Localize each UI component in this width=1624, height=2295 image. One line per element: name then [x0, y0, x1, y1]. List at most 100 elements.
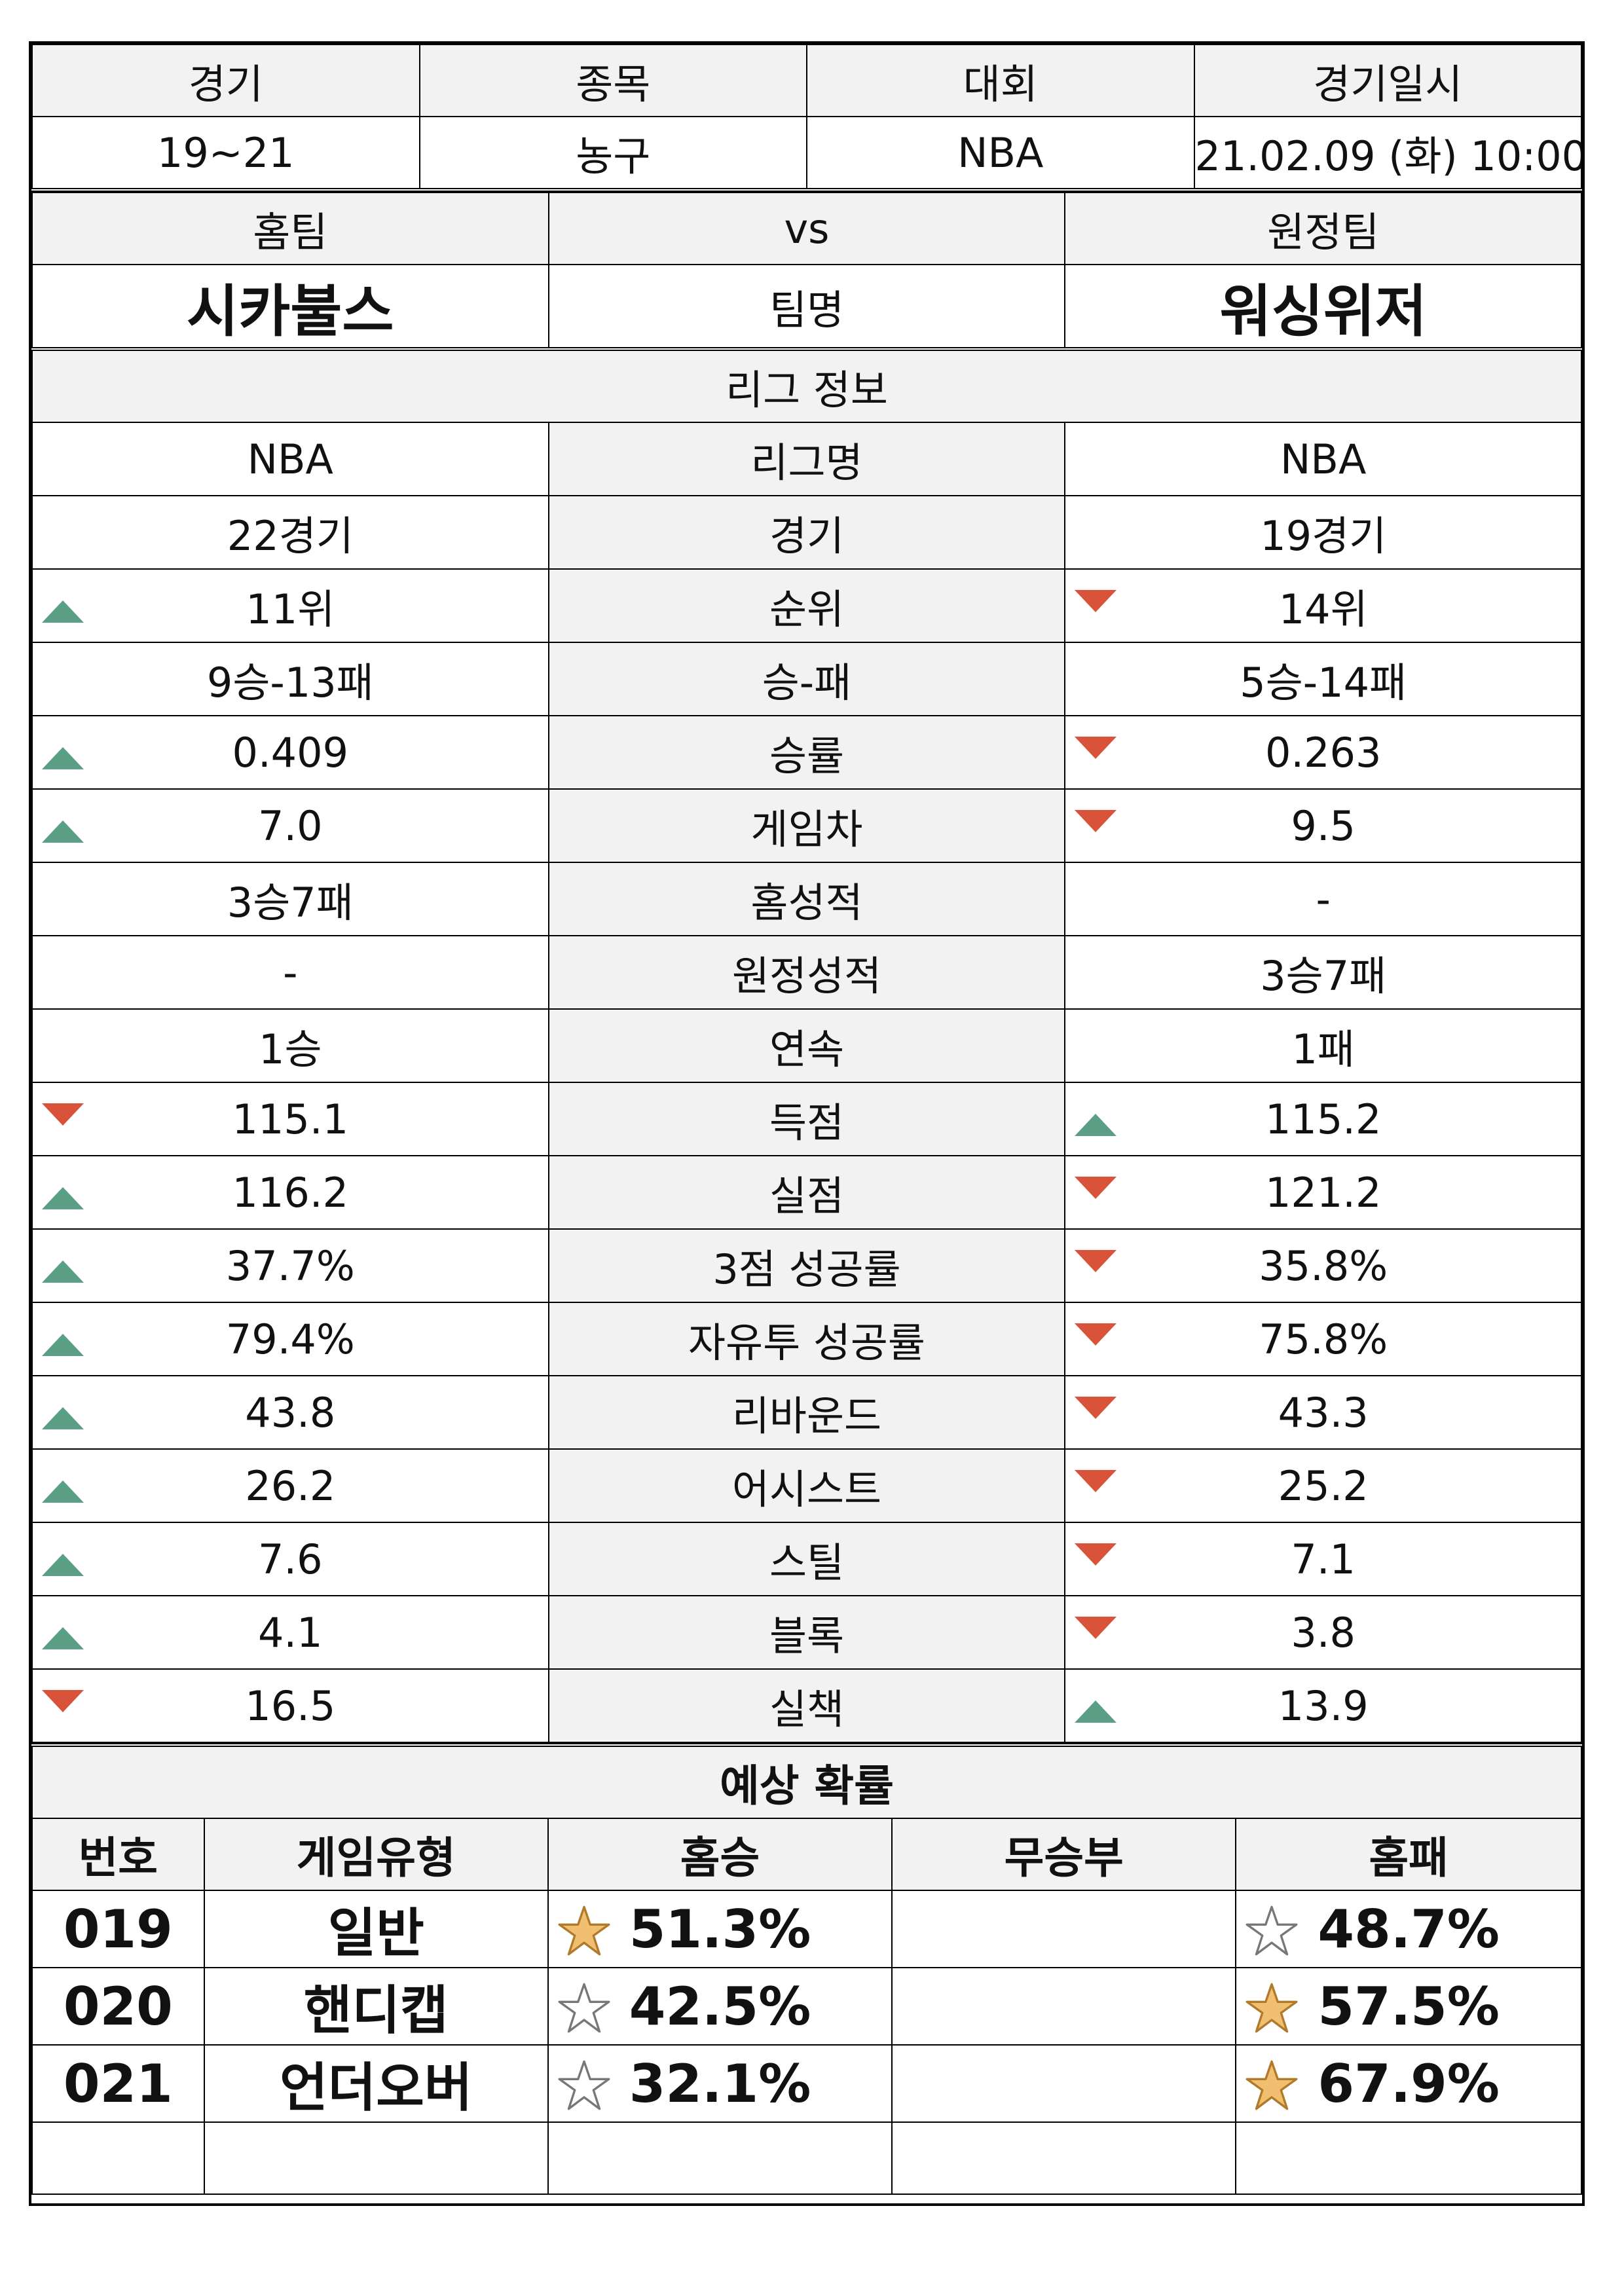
trend-down-icon — [1075, 1543, 1117, 1566]
league-row: 37.7% 3점 성공률 35.8% — [31, 1228, 1582, 1303]
home-stat: - — [31, 935, 549, 1010]
home-stat-value: - — [283, 948, 298, 997]
home-stat: 9승-13패 — [31, 642, 549, 716]
league-row: 43.8 리바운드 43.3 — [31, 1375, 1582, 1450]
home-stat-value: 43.8 — [245, 1388, 336, 1437]
away-stat: 9.5 — [1064, 788, 1582, 863]
trend-down-icon — [1075, 1397, 1117, 1419]
col-draw: 무승부 — [891, 1818, 1237, 1891]
trend-down-icon — [1075, 810, 1117, 832]
home-stat-value: 0.409 — [232, 728, 349, 777]
stat-label: 리바운드 — [547, 1375, 1066, 1450]
home-stat-value: 1승 — [259, 1025, 322, 1073]
home-stat-value: 37.7% — [225, 1241, 355, 1290]
stat-label: 리그명 — [547, 422, 1066, 496]
prediction-empty-row — [31, 2121, 1582, 2195]
home-stat-value: 115.1 — [232, 1095, 349, 1143]
away-stat: 0.263 — [1064, 715, 1582, 790]
league-row: 3승7패 홈성적 - — [31, 862, 1582, 936]
home-stat-value: NBA — [247, 435, 333, 483]
stat-label: 승률 — [547, 715, 1066, 790]
trend-down-icon — [1075, 1617, 1117, 1639]
trend-up-icon — [42, 1260, 84, 1283]
away-stat: 1패 — [1064, 1008, 1582, 1083]
home-loss-prob: 57.5% — [1318, 1975, 1500, 2037]
league-row: 4.1 블록 3.8 — [31, 1595, 1582, 1670]
home-stat-value: 9승-13패 — [206, 659, 374, 707]
league-row: - 원정성적 3승7패 — [31, 935, 1582, 1010]
trend-up-icon — [42, 1554, 84, 1576]
game-number: 019 — [31, 1890, 205, 1968]
trend-up-icon — [42, 747, 84, 769]
home-stat-value: 116.2 — [232, 1168, 349, 1217]
trend-down-icon — [42, 1103, 84, 1126]
star-empty-icon — [558, 1983, 610, 2033]
away-stat-value: 14위 — [1278, 585, 1368, 633]
home-stat: 1승 — [31, 1008, 549, 1083]
away-stat-value: 19경기 — [1260, 512, 1387, 560]
away-stat-value: 43.3 — [1278, 1388, 1369, 1437]
home-stat: 0.409 — [31, 715, 549, 790]
col-game-type: 게임유형 — [203, 1818, 549, 1891]
star-empty-icon — [1246, 1905, 1298, 1956]
home-loss-cell: 48.7% — [1235, 1890, 1582, 1968]
label-game: 경기 — [31, 44, 420, 117]
home-stat: 116.2 — [31, 1155, 549, 1230]
trend-down-icon — [1075, 1323, 1117, 1346]
home-stat-value: 7.6 — [257, 1535, 323, 1583]
away-stat: 13.9 — [1064, 1668, 1582, 1743]
trend-up-icon — [42, 1407, 84, 1429]
home-win-cell: 42.5% — [547, 1967, 893, 2046]
home-stat: 16.5 — [31, 1668, 549, 1743]
col-home-loss: 홈패 — [1235, 1818, 1582, 1891]
league-row: 16.5 실책 13.9 — [31, 1668, 1582, 1743]
label-datetime: 경기일시 — [1193, 44, 1582, 117]
home-stat: 43.8 — [31, 1375, 549, 1450]
away-stat-value: 115.2 — [1264, 1095, 1382, 1143]
trend-up-icon — [42, 1627, 84, 1649]
home-stat: 11위 — [31, 568, 549, 643]
trend-down-icon — [1075, 1470, 1117, 1492]
home-win-prob: 32.1% — [629, 2053, 811, 2114]
trend-up-icon — [42, 600, 84, 623]
home-stat-value: 22경기 — [227, 512, 354, 560]
label-sport: 종목 — [418, 44, 807, 117]
away-stat-value: 7.1 — [1291, 1535, 1356, 1583]
stat-label: 실점 — [547, 1155, 1066, 1230]
away-stat-value: 5승-14패 — [1240, 659, 1407, 707]
home-stat: NBA — [31, 422, 549, 496]
game-number: 020 — [31, 1967, 205, 2046]
home-loss-prob: 67.9% — [1318, 2053, 1500, 2114]
away-stat: 3.8 — [1064, 1595, 1582, 1670]
away-stat: NBA — [1064, 422, 1582, 496]
league-section-title: 리그 정보 — [31, 348, 1582, 423]
trend-up-icon — [42, 1187, 84, 1209]
draw-prob — [891, 2044, 1237, 2123]
value-competition: NBA — [806, 116, 1195, 192]
home-stat: 26.2 — [31, 1448, 549, 1523]
game-type: 일반 — [203, 1890, 549, 1968]
trend-down-icon — [1075, 590, 1117, 612]
stat-label: 게임차 — [547, 788, 1066, 863]
away-stat-value: 3승7패 — [1260, 952, 1387, 1000]
stat-label: 홈성적 — [547, 862, 1066, 936]
stat-label: 실책 — [547, 1668, 1066, 1743]
game-type: 언더오버 — [203, 2044, 549, 2123]
away-stat: 7.1 — [1064, 1522, 1582, 1596]
home-stat: 79.4% — [31, 1302, 549, 1376]
home-stat: 37.7% — [31, 1228, 549, 1303]
draw-prob — [891, 1967, 1237, 2046]
empty-cell — [203, 2121, 549, 2195]
away-stat-value: 121.2 — [1264, 1168, 1382, 1217]
label-competition: 대회 — [806, 44, 1195, 117]
empty-cell — [31, 2121, 205, 2195]
home-win-prob: 42.5% — [629, 1975, 811, 2037]
away-stat: 5승-14패 — [1064, 642, 1582, 716]
home-stat: 7.6 — [31, 1522, 549, 1596]
trend-down-icon — [1075, 737, 1117, 759]
trend-up-icon — [42, 1334, 84, 1356]
league-row: 79.4% 자유투 성공률 75.8% — [31, 1302, 1582, 1376]
away-stat-value: 13.9 — [1278, 1681, 1369, 1730]
game-number: 021 — [31, 2044, 205, 2123]
trend-down-icon — [42, 1690, 84, 1712]
